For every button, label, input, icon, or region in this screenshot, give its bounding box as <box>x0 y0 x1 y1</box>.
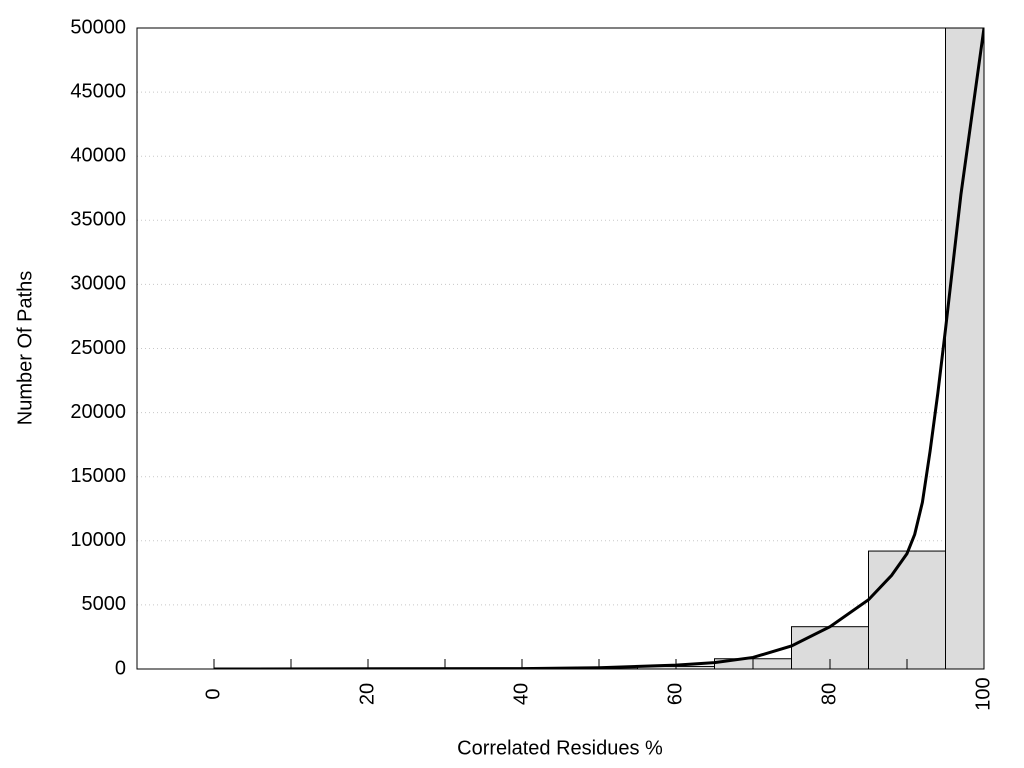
plot-frame <box>136 27 985 670</box>
x-tick-label: 0 <box>202 688 224 699</box>
bar <box>868 550 946 669</box>
x-tick-label: 80 <box>818 683 840 705</box>
y-tick-label: 20000 <box>70 401 126 423</box>
y-tick-label: 10000 <box>70 529 126 551</box>
y-tick-label: 40000 <box>70 144 126 166</box>
y-tick-label: 35000 <box>70 209 126 231</box>
y-tick-label: 30000 <box>70 273 126 295</box>
y-tick-label: 45000 <box>70 80 126 102</box>
plot-area <box>213 28 984 669</box>
x-tick-label: 40 <box>510 683 532 705</box>
y-axis-label: Number Of Paths <box>14 271 36 426</box>
x-axis-label: Correlated Residues % <box>457 737 663 759</box>
y-tick-label: 15000 <box>70 465 126 487</box>
y-tick-label: 0 <box>115 657 126 679</box>
y-tick-label: 50000 <box>70 16 126 38</box>
y-tick-label: 25000 <box>70 337 126 359</box>
bar <box>945 28 984 669</box>
fit-curve <box>213 28 984 669</box>
y-tick-label: 5000 <box>82 593 127 615</box>
x-tick-label: 100 <box>972 677 994 710</box>
x-tick-label: 20 <box>356 683 378 705</box>
x-tick-label: 60 <box>664 683 686 705</box>
